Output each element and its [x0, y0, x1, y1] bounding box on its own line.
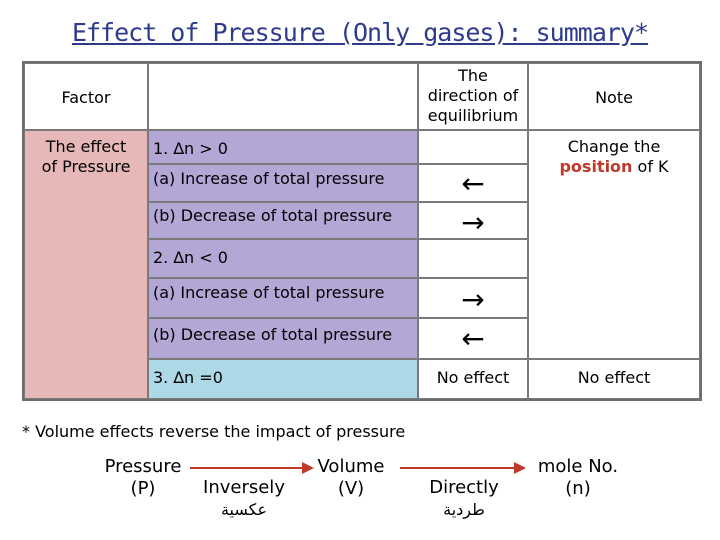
- dir-2a: →: [418, 278, 528, 318]
- note-cell: Change the position of K: [528, 130, 700, 359]
- note-change-line1: Change the: [567, 137, 661, 156]
- row-dn-positive: 1. ∆n > 0: [148, 130, 418, 164]
- factor-label-line2: of Pressure: [41, 157, 131, 176]
- row-dn-negative-label: 2. ∆n < 0: [153, 248, 228, 267]
- page-title: Effect of Pressure (Only gases): summary…: [71, 18, 649, 47]
- arrow-right-icon: →: [461, 206, 485, 239]
- directly-label: Directly طردية: [416, 477, 512, 521]
- directly-arrow: [400, 462, 526, 474]
- summary-table: Factor The direction of equilibrium Note…: [22, 61, 702, 401]
- pressure-line1: Pressure: [104, 456, 182, 477]
- dir-r3-text: No effect: [436, 368, 510, 387]
- mole-line1: mole No.: [537, 456, 619, 477]
- row-2b-label: (b) Decrease of total pressure: [153, 325, 393, 344]
- note-position-highlight: position: [559, 157, 633, 176]
- row-2b: (b) Decrease of total pressure: [148, 318, 418, 359]
- arrow-left-icon: ←: [461, 322, 485, 355]
- directly-en: Directly: [429, 477, 499, 498]
- inversely-ar: عكسية: [220, 500, 268, 519]
- note-change-line2: position of K: [529, 157, 699, 177]
- header-direction-line2: direction of: [427, 86, 519, 105]
- dir-1b: →: [418, 202, 528, 239]
- dir-1a: ←: [418, 164, 528, 202]
- header-factor: Factor: [24, 63, 148, 130]
- volume-line1: Volume: [317, 456, 385, 477]
- pressure-label: Pressure (P): [98, 456, 188, 500]
- mole-line2: (n): [565, 478, 591, 499]
- header-direction-line1: The: [458, 66, 488, 85]
- row-1b-label: (b) Decrease of total pressure: [153, 206, 393, 225]
- row-dn-zero-label: 3. ∆n =0: [153, 368, 223, 387]
- note-of-k: of K: [637, 157, 669, 176]
- inversely-label: Inversely عكسية: [196, 477, 292, 521]
- header-note-text: Note: [595, 88, 633, 107]
- directly-ar: طردية: [443, 500, 485, 519]
- volume-line2: (V): [337, 478, 365, 499]
- factor-label-line1: The effect: [45, 137, 127, 156]
- row-dn-zero: 3. ∆n =0: [148, 359, 418, 399]
- row-1a-label: (a) Increase of total pressure: [153, 169, 385, 188]
- row-dn-positive-label: 1. ∆n > 0: [153, 139, 228, 158]
- note-r3-text: No effect: [577, 368, 651, 387]
- dir-2b: ←: [418, 318, 528, 359]
- header-direction-line3: equilibrium: [427, 106, 519, 125]
- mole-label: mole No. (n): [526, 456, 630, 500]
- row-1a: (a) Increase of total pressure: [148, 164, 418, 202]
- dir-r3: No effect: [418, 359, 528, 399]
- inversely-arrow: [190, 462, 314, 474]
- arrow-left-icon: ←: [461, 167, 485, 200]
- row-dn-negative: 2. ∆n < 0: [148, 239, 418, 278]
- pressure-line2: (P): [130, 478, 156, 499]
- header-note: Note: [528, 63, 700, 130]
- row-1b: (b) Decrease of total pressure: [148, 202, 418, 239]
- note-r3: No effect: [528, 359, 700, 399]
- row-2a: (a) Increase of total pressure: [148, 278, 418, 318]
- volume-label: Volume (V): [306, 456, 396, 500]
- header-blank: [148, 63, 418, 130]
- header-factor-text: Factor: [61, 88, 111, 107]
- row-2a-label: (a) Increase of total pressure: [153, 283, 385, 302]
- dir-r1: [418, 130, 528, 164]
- footnote: * Volume effects reverse the impact of p…: [22, 422, 406, 441]
- arrow-right-icon: →: [461, 283, 485, 316]
- header-direction: The direction of equilibrium: [418, 63, 528, 130]
- inversely-en: Inversely: [203, 477, 285, 498]
- factor-cell: The effect of Pressure: [24, 130, 148, 399]
- dir-r2: [418, 239, 528, 278]
